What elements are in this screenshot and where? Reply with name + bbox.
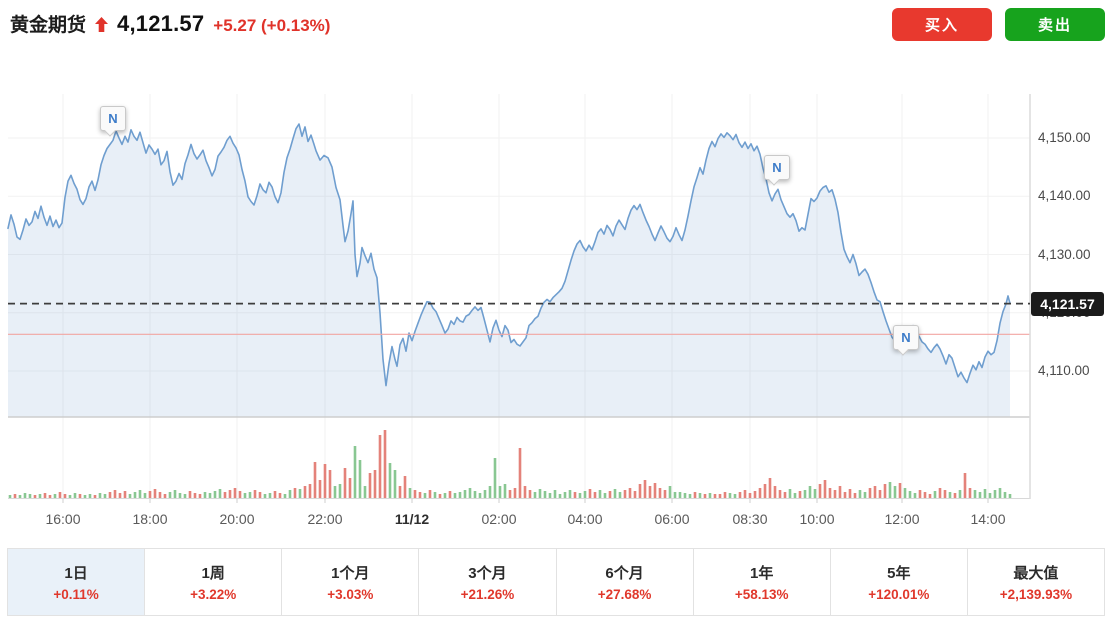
tab-1w[interactable]: 1周 +3.22% [144, 549, 282, 615]
x-axis-label: 06:00 [654, 511, 690, 527]
tab-max[interactable]: 最大值 +2,139.93% [966, 549, 1104, 615]
tab-period-label: 6个月 [605, 565, 644, 582]
sell-button[interactable]: 卖出 [1005, 8, 1105, 41]
tab-6m[interactable]: 6个月 +27.68% [555, 549, 693, 615]
x-axis-label: 16:00 [45, 511, 81, 527]
x-axis-label: 14:00 [970, 511, 1006, 527]
x-axis-label: 02:00 [481, 511, 517, 527]
price-change: +5.27 (+0.13%) [213, 16, 331, 35]
y-axis-label: 4,150.00 [1038, 130, 1091, 145]
x-axis-label: 08:30 [732, 511, 768, 527]
chart-canvas [7, 94, 1031, 503]
tab-change-percent: +0.11% [53, 587, 99, 602]
x-axis-label: 20:00 [219, 511, 255, 527]
news-marker[interactable]: N [100, 106, 126, 131]
tab-change-percent: +21.26% [460, 587, 515, 602]
quote-header: 黄金期货 4,121.57 +5.27 (+0.13%) [10, 10, 330, 37]
tab-period-label: 最大值 [1013, 565, 1059, 582]
news-marker[interactable]: N [764, 155, 790, 180]
y-axis-label: 4,130.00 [1038, 246, 1091, 262]
x-axis-label: 11/12 [394, 511, 430, 527]
symbol-name: 黄金期货 [10, 15, 87, 36]
tab-change-percent: +27.68% [597, 587, 652, 602]
x-axis-label: 12:00 [884, 511, 920, 527]
tab-period-label: 5年 [887, 565, 911, 582]
tab-change-percent: +3.03% [327, 587, 374, 602]
tab-change-percent: +2,139.93% [999, 587, 1073, 602]
period-tab-bar: 1日 +0.11% 1周 +3.22% 1个月 +3.03% 3个月 +21.26% 6个月 +2… [7, 548, 1105, 616]
tab-5y[interactable]: 5年 +120.01% [829, 549, 967, 615]
y-axis-label: 4,110.00 [1038, 363, 1090, 378]
x-axis-label: 18:00 [132, 511, 168, 527]
tab-change-percent: +120.01% [868, 587, 930, 602]
y-axis-label: 4,140.00 [1038, 188, 1091, 204]
last-price: 4,121.57 [117, 11, 205, 36]
tab-3m[interactable]: 3个月 +21.26% [418, 549, 556, 615]
tab-period-label: 1周 [201, 565, 225, 582]
x-axis-label: 22:00 [307, 511, 343, 527]
tab-period-label: 1日 [64, 565, 88, 582]
tab-1m[interactable]: 1个月 +3.03% [281, 549, 419, 615]
up-arrow-icon [95, 17, 109, 37]
x-axis-label: 04:00 [567, 511, 603, 527]
tab-period-label: 1年 [750, 565, 774, 582]
tab-change-percent: +3.22% [190, 587, 237, 602]
tab-change-percent: +58.13% [734, 587, 789, 602]
tab-period-label: 3个月 [468, 565, 507, 582]
x-axis-label: 10:00 [799, 511, 835, 527]
tab-period-label: 1个月 [331, 565, 370, 582]
news-marker[interactable]: N [893, 325, 919, 350]
tab-1d[interactable]: 1日 +0.11% [7, 549, 145, 615]
tab-1y[interactable]: 1年 +58.13% [692, 549, 830, 615]
current-price-tag: 4,121.57 [1031, 292, 1104, 316]
buy-button[interactable]: 买入 [892, 8, 992, 41]
